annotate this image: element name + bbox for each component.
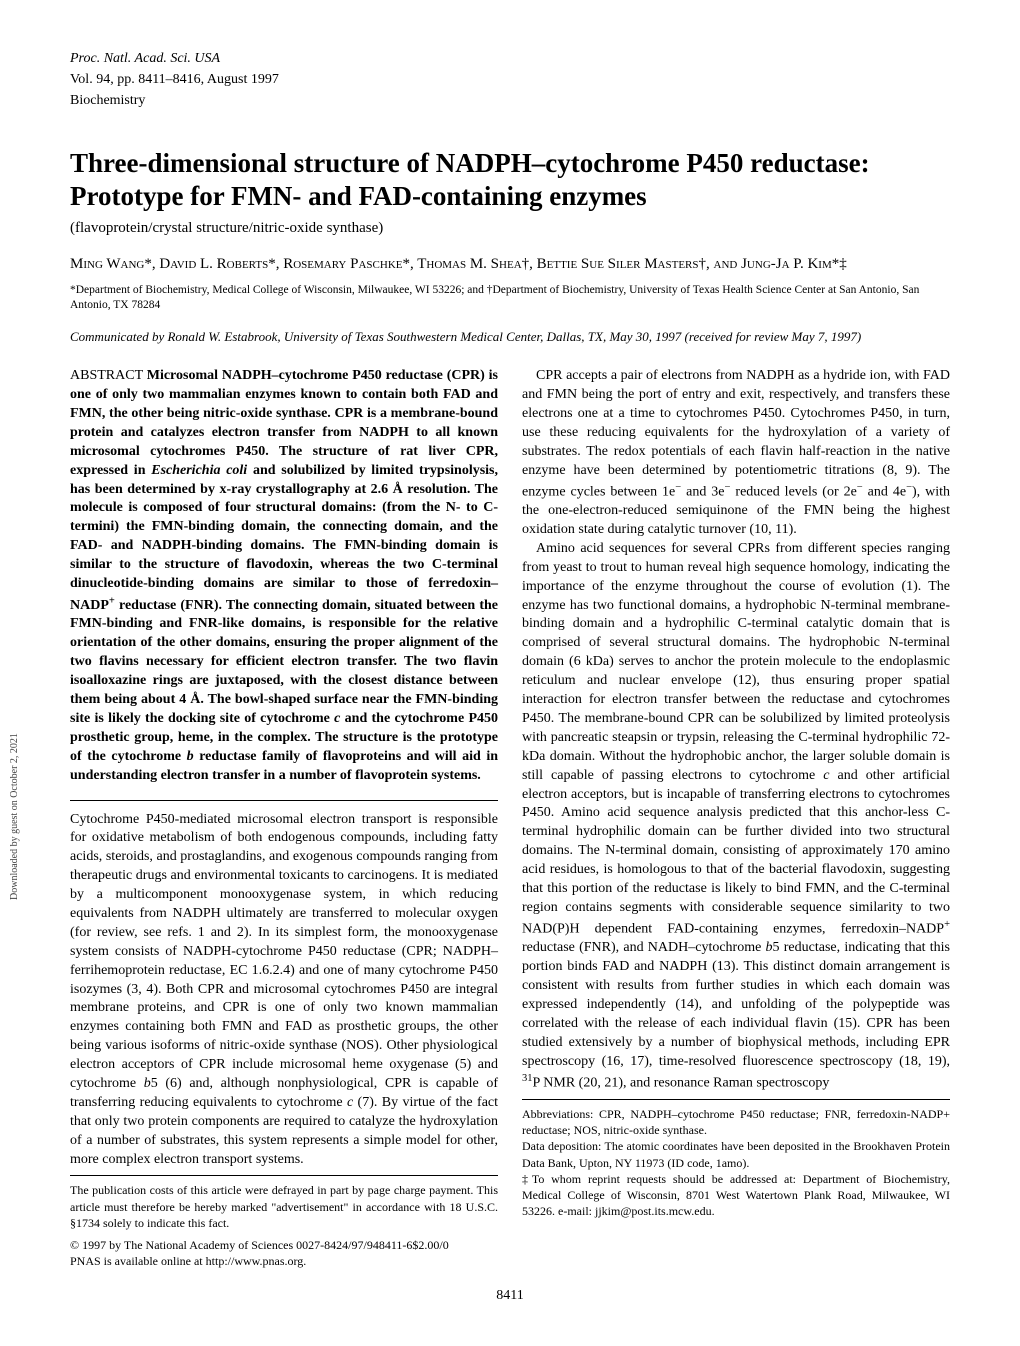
- subject-area: Biochemistry: [70, 92, 950, 111]
- reprint-request-note: ‡To whom reprint requests should be addr…: [522, 1171, 950, 1220]
- data-deposition-note: Data deposition: The atomic coordinates …: [522, 1138, 950, 1170]
- footnotes-left: The publication costs of this article we…: [70, 1175, 498, 1269]
- copyright-note: © 1997 by The National Academy of Scienc…: [70, 1237, 498, 1253]
- author-list: Ming Wang*, David L. Roberts*, Rosemary …: [70, 254, 950, 274]
- affiliations: *Department of Biochemistry, Medical Col…: [70, 283, 950, 314]
- abbreviations-note: Abbreviations: CPR, NADPH–cytochrome P45…: [522, 1106, 950, 1138]
- abstract-italic-ecoli: Escherichia coli: [151, 463, 247, 478]
- abstract-text-3: reductase (FNR). The connecting domain, …: [70, 598, 498, 726]
- article-body: ABSTRACT Microsomal NADPH–cytochrome P45…: [70, 367, 950, 1269]
- abstract-divider: [70, 800, 498, 801]
- pnas-online-note: PNAS is available online at http://www.p…: [70, 1253, 498, 1269]
- communicated-by: Communicated by Ronald W. Estabrook, Uni…: [70, 328, 950, 346]
- abstract-text-2: and solubilized by limited trypsinolysis…: [70, 463, 498, 613]
- article-subtitle: (flavoprotein/crystal structure/nitric-o…: [70, 218, 950, 238]
- abstract-text-1: Microsomal NADPH–cytochrome P450 reducta…: [70, 368, 498, 477]
- body-paragraph-1: Cytochrome P450-mediated microsomal elec…: [70, 811, 498, 1170]
- journal-name: Proc. Natl. Acad. Sci. USA: [70, 50, 950, 69]
- body-paragraph-3: Amino acid sequences for several CPRs fr…: [522, 540, 950, 1093]
- abstract: ABSTRACT Microsomal NADPH–cytochrome P45…: [70, 367, 498, 785]
- page-number: 8411: [70, 1287, 950, 1306]
- article-title: Three-dimensional structure of NADPH–cyt…: [70, 147, 950, 215]
- footnote-divider-left: [70, 1175, 498, 1176]
- download-watermark: Downloaded by guest on October 2, 2021: [8, 733, 22, 900]
- volume-info: Vol. 94, pp. 8411–8416, August 1997: [70, 71, 950, 90]
- journal-header: Proc. Natl. Acad. Sci. USA Vol. 94, pp. …: [70, 50, 950, 111]
- body-paragraph-2: CPR accepts a pair of electrons from NAD…: [522, 367, 950, 540]
- publication-cost-note: The publication costs of this article we…: [70, 1182, 498, 1231]
- abstract-label: ABSTRACT: [70, 368, 143, 383]
- footnotes-right: Abbreviations: CPR, NADPH–cytochrome P45…: [522, 1099, 950, 1219]
- footnote-divider-right: [522, 1099, 950, 1100]
- abstract-italic-b: b: [187, 749, 194, 764]
